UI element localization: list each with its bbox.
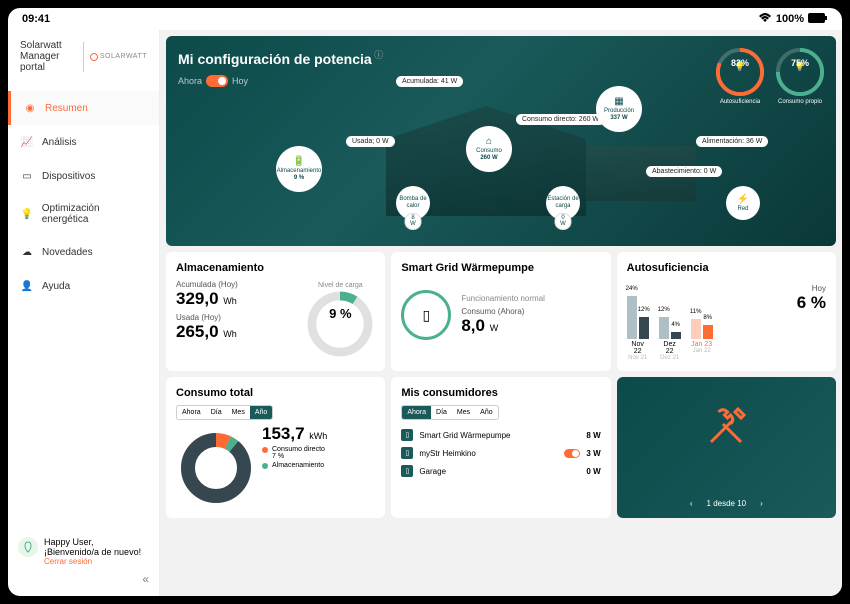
node-bomba[interactable]: Bomba de calor8 W (396, 186, 430, 220)
pill-usada: Usada; 0 W (346, 136, 395, 147)
node-almacen[interactable]: 🔋Almacenamiento9 % (276, 146, 322, 192)
pill-abastecimiento: Abastecimiento: 0 W (646, 166, 722, 177)
logout-link[interactable]: Cerrar sesión (44, 557, 141, 566)
user-avatar-icon (18, 537, 38, 557)
pill-directo: Consumo directo: 260 W (516, 114, 605, 125)
card-title: Autosuficiencia (627, 262, 826, 274)
consumo-donut (176, 428, 256, 508)
status-bar: 09:41 100% (8, 8, 842, 30)
pill-acumulada: Acumulada: 41 W (396, 76, 463, 87)
dispositivos-icon: ▭ (20, 169, 34, 183)
battery-pct: 100% (776, 13, 804, 25)
hero-title: Mi configuración de potencia (178, 51, 372, 67)
info-icon[interactable]: ⓘ (372, 50, 384, 60)
user-welcome: ¡Bienvenido/a de nuevo! (44, 547, 141, 557)
heatpump-icon: ▯ (401, 290, 451, 340)
tools-icon (627, 397, 826, 467)
app-title: Solarwatt Manager portal (20, 40, 77, 73)
brand-header: Solarwatt Manager portal SOLARWATT (8, 30, 159, 83)
storage-donut: Nivel de carga 9 % (305, 282, 375, 361)
node-produccion[interactable]: ▦Producción337 W (596, 86, 642, 132)
card-title: Almacenamiento (176, 262, 375, 274)
optimizacion-icon: 💡 (20, 207, 34, 221)
mis-tabs[interactable]: AhoraDíaMesAño (401, 405, 498, 420)
ayuda-icon: 👤 (20, 279, 34, 293)
card-consumo-total: Consumo total AhoraDíaMesAño 153,7 kWh C… (166, 377, 385, 518)
card-title: Smart Grid Wärmepumpe (401, 262, 600, 274)
sidebar-item-novedades[interactable]: ☁Novedades (8, 235, 159, 269)
consumer-row[interactable]: ▯Garage0 W (401, 462, 600, 480)
collapse-sidebar-button[interactable]: « (18, 572, 149, 586)
node-consumo[interactable]: ⌂Consumo260 W (466, 126, 512, 172)
pager-prev-icon: ‹ (690, 499, 693, 508)
resumen-icon: ◉ (23, 101, 37, 115)
pill-alimentacion: Alimentación: 36 W (696, 136, 768, 147)
sidebar-item-dispositivos[interactable]: ▭Dispositivos (8, 159, 159, 193)
device-icon: ▯ (401, 465, 413, 477)
hero-panel: Mi configuración de potencia ⓘ Ahora Hoy… (166, 36, 836, 246)
sidebar-item-analisis[interactable]: 📈Análisis (8, 125, 159, 159)
node-red[interactable]: ⚡Red (726, 186, 760, 220)
sidebar-item-optimizacion[interactable]: 💡Optimización energética (8, 193, 159, 235)
consumer-row[interactable]: ▯Smart Grid Wärmepumpe8 W (401, 426, 600, 444)
consumo-tabs[interactable]: AhoraDíaMesAño (176, 405, 273, 420)
card-mis-consumidores: Mis consumidores AhoraDíaMesAño ▯Smart G… (391, 377, 610, 518)
brand-logo: SOLARWATT (90, 53, 147, 61)
card-title: Mis consumidores (401, 387, 600, 399)
pager-next-icon: › (760, 499, 763, 508)
wifi-icon (758, 13, 772, 26)
card-almacenamiento: Almacenamiento Acumulada (Hoy) 329,0 Wh … (166, 252, 385, 371)
device-icon: ▯ (401, 447, 413, 459)
device-toggle[interactable] (564, 449, 580, 458)
card-pager[interactable]: ‹ 1 desde 10 › (627, 499, 826, 508)
sidebar-item-ayuda[interactable]: 👤Ayuda (8, 269, 159, 303)
card-autosuficiencia: Autosuficiencia 24%12%12%4%11%8% Nov 22N… (617, 252, 836, 371)
sidebar: Solarwatt Manager portal SOLARWATT ◉Resu… (8, 30, 160, 596)
card-title: Consumo total (176, 387, 375, 399)
card-smartgrid: Smart Grid Wärmepumpe ▯ Funcionamiento n… (391, 252, 610, 371)
novedades-icon: ☁ (20, 245, 34, 259)
battery-icon (808, 13, 828, 26)
analisis-icon: 📈 (20, 135, 34, 149)
user-name: Happy User, (44, 537, 141, 547)
card-tools[interactable]: ‹ 1 desde 10 › (617, 377, 836, 518)
sidebar-item-resumen[interactable]: ◉Resumen (8, 91, 159, 125)
status-time: 09:41 (22, 13, 50, 25)
user-block: Happy User, ¡Bienvenido/a de nuevo! Cerr… (18, 537, 149, 566)
node-estacion[interactable]: Estación de carga0 W (546, 186, 580, 220)
content-area: Mi configuración de potencia ⓘ Ahora Hoy… (160, 30, 842, 596)
consumer-row[interactable]: ▯myStr Heimkino3 W (401, 444, 600, 462)
device-icon: ▯ (401, 429, 413, 441)
